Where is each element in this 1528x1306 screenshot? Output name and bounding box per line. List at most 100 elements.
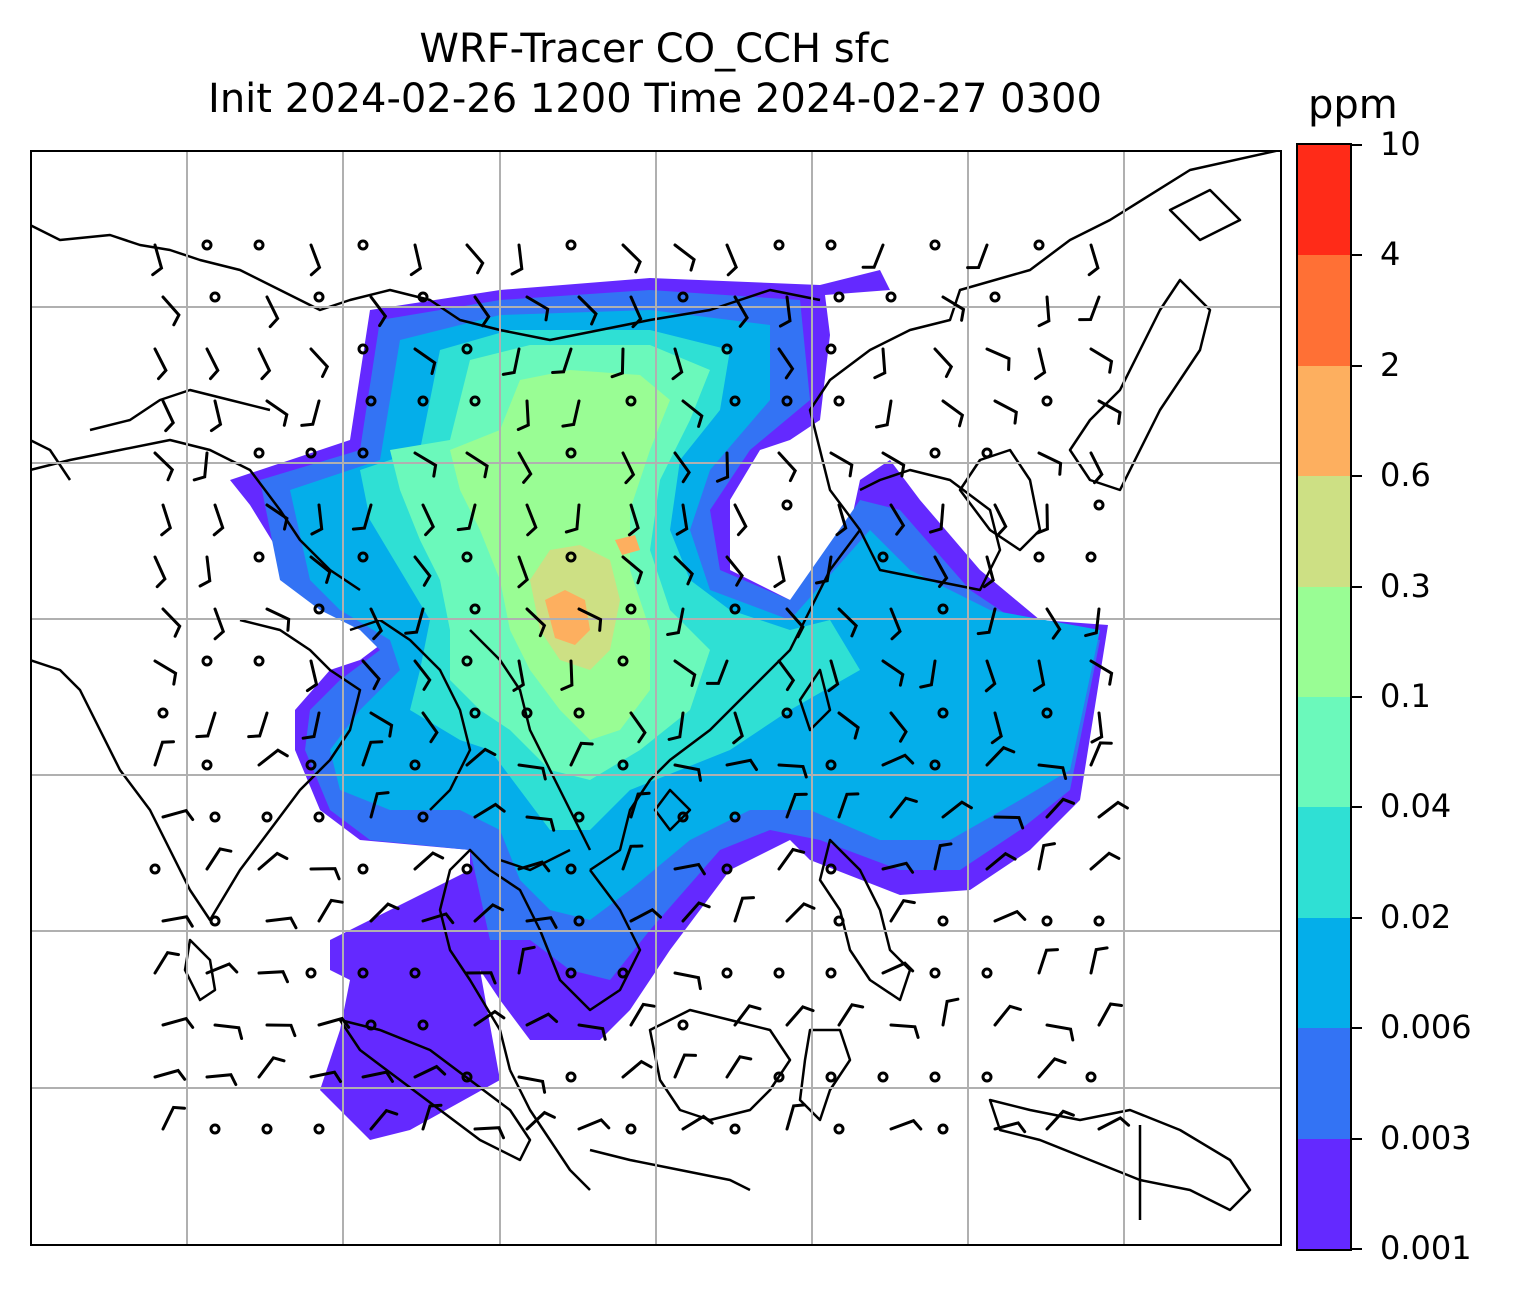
wind-barb [621,1059,653,1079]
calm-marker [209,1123,221,1135]
wind-barb [161,295,181,327]
calm-marker [201,239,213,251]
wind-barb [629,907,662,923]
wind-barb [512,659,525,692]
wind-barb [161,808,195,821]
wind-barb [1037,1057,1067,1079]
map-panel[interactable] [30,150,1280,1244]
wind-barb [300,399,321,427]
calm-marker [929,239,941,251]
wind-barb [785,1103,806,1131]
wind-barb [213,1023,244,1040]
wind-barb [889,711,908,743]
calm-marker [781,499,793,511]
wind-barb [209,399,223,433]
calm-marker [157,707,169,719]
coast-malay [508,1069,591,1191]
wind-barb [933,555,949,588]
wind-barb [309,1070,342,1083]
wind-barb [785,902,816,923]
calm-marker [1041,915,1053,927]
wind-barb [1089,659,1114,686]
calm-marker [929,759,941,771]
calm-marker [677,1019,689,1031]
wind-barb [889,898,916,923]
wind-barb [881,961,915,975]
wind-barb [889,1118,923,1131]
calm-marker [565,239,577,251]
wind-barb [161,399,175,433]
wind-barb [265,503,289,531]
wind-barb [510,243,524,276]
wind-barb [984,659,997,693]
wind-barb [205,847,233,871]
wind-barb [1097,399,1122,425]
wind-barb [835,503,848,537]
wind-barb [1084,607,1101,638]
calm-marker [625,395,637,407]
wind-barb [525,1012,559,1027]
calm-marker [357,967,369,979]
wind-barb [627,503,640,537]
calm-marker [305,759,317,771]
wind-barb [815,555,833,585]
colorbar-tick [1352,1248,1362,1250]
calm-marker [313,291,325,303]
wind-barb [1045,1109,1075,1131]
wind-barb [577,607,603,632]
colorbar-tick [1352,1137,1362,1140]
calm-marker [625,1123,637,1135]
wind-barb [561,399,581,428]
wind-barb [673,971,702,991]
wind-barb [161,1016,195,1029]
calm-marker [981,967,993,979]
calm-marker [573,707,585,719]
wind-barb [675,503,689,536]
wind-barb [517,763,547,781]
calm-marker [357,239,369,251]
wind-barb [195,711,217,739]
colorbar [1296,143,1352,1251]
colorbar-segment [1298,917,1350,1029]
calm-marker [729,395,741,407]
colorbar-tick-label: 4 [1380,235,1401,274]
wind-barb [705,659,729,685]
wind-barb [629,711,647,744]
colorbar-tick-label: 0.006 [1380,1008,1472,1047]
wind-barb [673,555,694,586]
wind-barb [990,711,1003,745]
tracer-level-0.6 [545,590,590,645]
wind-barb [725,555,744,587]
wind-barb [456,503,477,532]
wind-barb [889,796,918,819]
wind-barb [1034,347,1047,381]
wind-barb [993,909,1027,923]
calm-marker [253,447,265,459]
wind-barb [881,861,915,874]
wind-barb [361,1070,394,1083]
wind-barb [413,555,432,587]
calm-marker [409,967,421,979]
calm-marker [617,655,629,667]
calm-marker [409,759,421,771]
colorbar-tick [1352,475,1362,478]
wind-barb [621,243,642,274]
calm-marker [1033,551,1045,563]
coast-bay-of-bengal [349,618,472,811]
colorbar-tick-label: 0.04 [1380,787,1452,826]
wind-barb [205,347,220,381]
wind-barb [517,860,551,873]
wind-barb [629,295,643,329]
colorbar-tick [1352,806,1362,809]
wind-barb [361,659,381,691]
wind-barb [993,399,1018,425]
calm-marker [305,447,317,459]
calm-marker [781,395,793,407]
calm-marker [417,395,429,407]
wind-barb [673,763,702,782]
colorbar-segment [1298,806,1350,918]
calm-marker [1041,707,1053,719]
wind-barb [837,1003,865,1027]
calm-marker [825,1071,837,1083]
wind-barb [1089,741,1113,767]
